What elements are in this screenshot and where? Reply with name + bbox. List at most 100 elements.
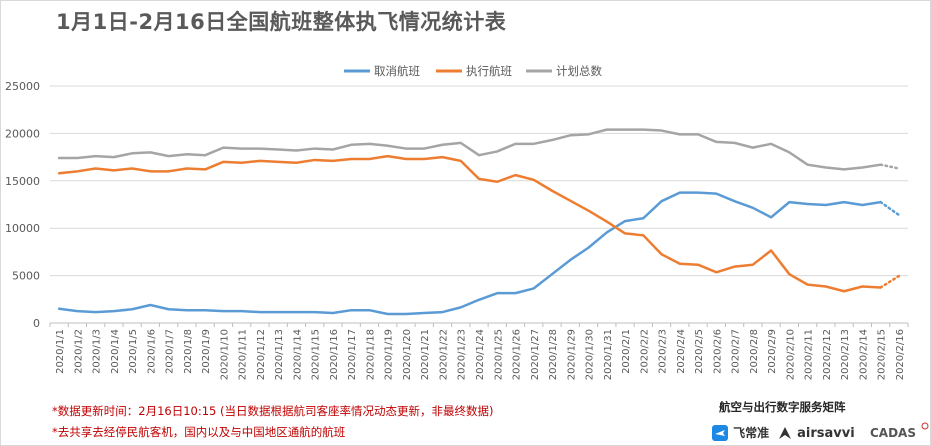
data-point: [697, 263, 700, 266]
data-point: [569, 134, 572, 137]
footnote-update-time: *数据更新时间：2月16日10:15 (当日数据根据航司客座率情况动态更新，非最…: [52, 404, 494, 418]
data-point: [186, 309, 189, 312]
data-point: [76, 310, 79, 313]
data-point: [861, 204, 864, 207]
data-point: [514, 143, 517, 146]
data-point: [478, 154, 481, 157]
x-tick-label: 2020/1/22: [438, 329, 449, 380]
feichangzhun-logo: 飞常准: [712, 422, 769, 441]
x-tick-label: 2020/2/16: [895, 329, 906, 380]
data-point: [94, 311, 97, 314]
data-point: [350, 158, 353, 161]
data-point: [843, 290, 846, 293]
x-tick-label: 2020/1/23: [457, 329, 468, 380]
data-point: [660, 200, 663, 203]
data-point: [752, 146, 755, 149]
data-point: [113, 169, 116, 172]
data-point: [459, 142, 462, 145]
data-point: [313, 311, 316, 314]
brand-title: 航空与出行数字服务矩阵: [719, 400, 846, 414]
data-point: [94, 155, 97, 158]
footnote-scope: *去共享去经停民航客机，国内以及与中国地区通航的航班: [52, 425, 346, 439]
data-point: [496, 180, 499, 183]
data-point: [679, 133, 682, 136]
data-point: [167, 155, 170, 158]
x-tick-label: 2020/1/21: [420, 329, 431, 380]
x-tick-label: 2020/2/7: [731, 329, 742, 374]
data-point: [898, 214, 901, 217]
x-tick-label: 2020/1/4: [110, 329, 121, 374]
y-tick-label: 15000: [5, 175, 40, 188]
brand-matrix: 航空与出行数字服务矩阵 飞常准 airsavvi CADAS: [712, 399, 929, 443]
legend-label: 执行航班: [466, 64, 512, 78]
x-tick-label: 2020/1/18: [365, 329, 376, 380]
data-point: [587, 209, 590, 212]
data-point: [788, 201, 791, 204]
data-point: [788, 273, 791, 276]
data-point: [295, 149, 298, 152]
data-point: [861, 285, 864, 288]
data-point: [441, 311, 444, 314]
x-tick-label: 2020/1/3: [92, 329, 103, 374]
data-point: [843, 168, 846, 171]
data-point: [898, 275, 901, 278]
data-point: [879, 201, 882, 204]
data-point: [94, 167, 97, 170]
data-point: [733, 200, 736, 203]
x-tick-label: 2020/2/8: [749, 329, 760, 374]
data-point: [186, 167, 189, 170]
data-point: [350, 309, 353, 312]
data-point: [113, 156, 116, 159]
data-point: [478, 298, 481, 301]
data-point: [569, 259, 572, 262]
data-point: [259, 147, 262, 150]
x-tick-label: 2020/1/20: [402, 329, 413, 380]
data-point: [551, 139, 554, 142]
data-point: [259, 160, 262, 163]
data-point: [605, 220, 608, 223]
x-tick-label: 2020/1/10: [219, 329, 230, 380]
y-tick-label: 0: [33, 317, 40, 330]
data-point: [313, 159, 316, 162]
x-tick-label: 2020/1/30: [585, 329, 596, 380]
data-point: [733, 142, 736, 145]
x-tick-label: 2020/2/2: [639, 329, 650, 374]
data-point: [605, 231, 608, 234]
airsavvi-logo-icon: [779, 426, 791, 439]
data-point: [222, 161, 225, 164]
data-point: [843, 201, 846, 204]
data-point: [277, 311, 280, 314]
x-tick-label: 2020/1/16: [329, 329, 340, 380]
data-point: [697, 191, 700, 194]
x-tick-label: 2020/2/6: [712, 329, 723, 374]
data-point: [587, 133, 590, 136]
data-point: [496, 150, 499, 153]
data-point: [222, 146, 225, 149]
x-tick-label: 2020/1/11: [238, 329, 249, 380]
x-tick-label: 2020/2/12: [822, 329, 833, 380]
series-layer: [57, 128, 901, 316]
chart-title: 1月1日-2月16日全国航班整体执飞情况统计表: [56, 10, 507, 34]
data-point: [806, 203, 809, 206]
data-point: [879, 163, 882, 166]
data-point: [149, 304, 152, 307]
data-point: [660, 253, 663, 256]
data-point: [295, 161, 298, 164]
x-tick-label: 2020/1/27: [530, 329, 541, 380]
data-point: [624, 232, 627, 235]
data-point: [642, 234, 645, 237]
data-point: [679, 262, 682, 265]
data-point: [58, 157, 61, 160]
data-point: [770, 216, 773, 219]
data-point: [898, 167, 901, 170]
x-tick-label: 2020/1/19: [384, 329, 395, 380]
x-tick-label: 2020/1/8: [183, 329, 194, 374]
data-point: [131, 152, 134, 155]
series-line: [57, 191, 882, 316]
airsavvi-logo-text: airsavvi: [797, 426, 855, 441]
x-tick-label: 2020/2/11: [804, 329, 815, 380]
data-point: [240, 147, 243, 150]
x-tick-label: 2020/1/24: [475, 329, 486, 380]
data-point: [605, 128, 608, 131]
